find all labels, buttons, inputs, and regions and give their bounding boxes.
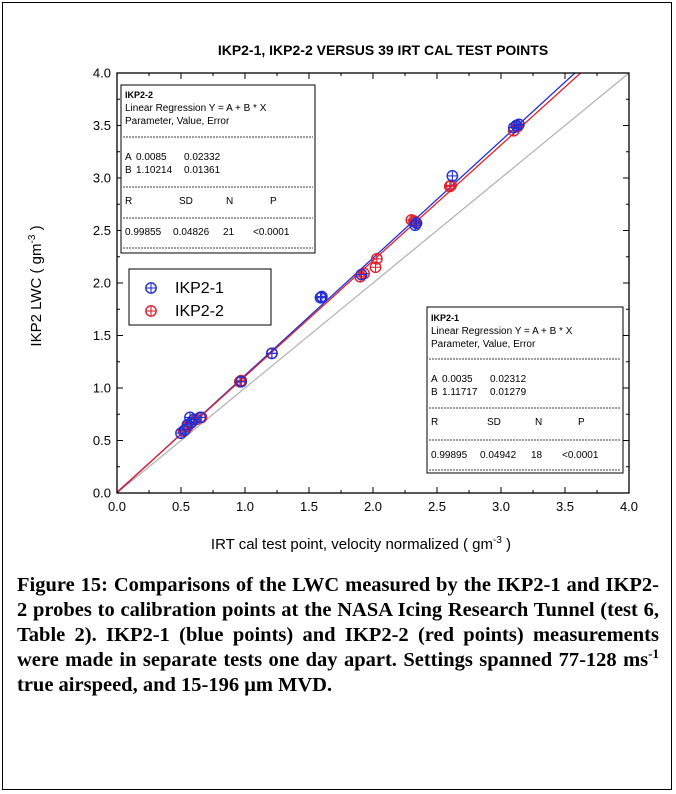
- data-point-ikp2-1: [355, 268, 368, 281]
- x-tick-label: 3.5: [556, 499, 574, 514]
- stat-box-title: IKP2-2: [125, 90, 153, 100]
- y-tick-label: 1.0: [93, 381, 111, 396]
- stat-value-a: 0.0085: [136, 152, 167, 163]
- data-point-ikp2-2: [370, 252, 383, 265]
- data-point-ikp2-2: [445, 179, 457, 192]
- x-tick-label: 1.0: [236, 499, 254, 514]
- y-tick-label: 2.0: [93, 276, 111, 291]
- caption-superscript: -1: [648, 646, 659, 662]
- data-point-ikp2-1: [194, 411, 207, 424]
- chart-title: IKP2-1, IKP2-2 VERSUS 39 IRT CAL TEST PO…: [218, 42, 548, 58]
- stat-value-sd: 0.04826: [173, 227, 210, 238]
- legend-label-ikp2-1: IKP2-1: [175, 280, 224, 297]
- stat-error-a: 0.02332: [184, 152, 221, 163]
- stat-error-b: 0.01279: [490, 387, 527, 398]
- stat-box-line2: Parameter, Value, Error: [431, 339, 536, 350]
- stat-error-b: 0.01361: [184, 165, 221, 176]
- data-point-ikp2-1: [235, 375, 248, 388]
- y-tick-label: 3.0: [93, 171, 111, 186]
- stat-header-p: P: [578, 417, 585, 428]
- chart: IKP2-1, IKP2-2 VERSUS 39 IRT CAL TEST PO…: [27, 42, 638, 553]
- legend: IKP2-1 IKP2-2: [128, 268, 272, 326]
- stat-header-sd: SD: [487, 417, 501, 428]
- legend-marker: [145, 282, 157, 294]
- stat-value-b: 1.10214: [136, 165, 173, 176]
- stat-value-a: 0.0035: [442, 374, 473, 385]
- stat-header-r: R: [125, 196, 132, 207]
- y-tick-label: 0.0: [93, 486, 111, 501]
- stat-value-n: 21: [223, 227, 235, 238]
- stat-value-n: 18: [531, 450, 543, 461]
- stat-value-sd: 0.04942: [480, 450, 517, 461]
- legend-marker-ikp2-2: [145, 305, 157, 317]
- data-point-ikp2-1: [265, 347, 278, 360]
- legend-label-ikp2-2: IKP2-2: [175, 303, 224, 320]
- stat-param-b: B: [431, 387, 438, 398]
- stat-box-line2: Parameter, Value, Error: [125, 116, 230, 127]
- stat-error-a: 0.02312: [490, 374, 527, 385]
- stat-param-b: B: [125, 165, 132, 176]
- data-point-ikp2-1: [185, 416, 198, 429]
- legend-marker-ikp2-1: [145, 282, 157, 294]
- figure-caption: Figure 15: Comparisons of the LWC measur…: [17, 573, 659, 698]
- x-tick-label: 1.5: [300, 499, 318, 514]
- stat-box-line1: Linear Regression Y = A + B * X: [431, 326, 573, 337]
- x-tick-label: 0.5: [172, 499, 190, 514]
- stat-param-a: A: [125, 152, 132, 163]
- y-tick-label: 3.5: [93, 118, 111, 133]
- x-axis-label: IRT cal test point, velocity normalized …: [211, 535, 511, 553]
- stat-header-sd: SD: [179, 196, 193, 207]
- data-point-ikp2-1: [178, 424, 191, 436]
- stat-box-ikp2-2: IKP2-2 Linear Regression Y = A + B * X P…: [120, 84, 316, 254]
- caption-text: Figure 15: Comparisons of the LWC measur…: [17, 574, 659, 671]
- stat-param-a: A: [431, 374, 438, 385]
- x-tick-label: 2.5: [428, 499, 446, 514]
- stat-value-p: <0.0001: [562, 450, 599, 461]
- stat-header-r: R: [431, 417, 438, 428]
- stat-value-r: 0.99855: [125, 227, 162, 238]
- caption-text-end: true airspeed, and 15-196 μm MVD.: [17, 674, 333, 696]
- stat-header-n: N: [226, 196, 233, 207]
- stat-box-line1: Linear Regression Y = A + B * X: [125, 103, 267, 114]
- stat-value-p: <0.0001: [253, 227, 290, 238]
- x-tick-label: 0.0: [108, 499, 126, 514]
- data-point-ikp2-1: [513, 118, 525, 131]
- y-tick-label: 4.0: [93, 66, 111, 81]
- stat-value-r: 0.99895: [431, 450, 468, 461]
- x-tick-label: 3.0: [492, 499, 510, 514]
- stat-box-title: IKP2-1: [431, 313, 459, 323]
- stat-header-p: P: [270, 196, 277, 207]
- y-axis-label: IKP2 LWC ( gm-3 ): [27, 225, 45, 346]
- y-tick-label: 1.5: [93, 328, 111, 343]
- x-tick-label: 2.0: [364, 499, 382, 514]
- data-point-ikp2-1: [410, 217, 423, 230]
- x-tick-label: 4.0: [620, 499, 638, 514]
- data-point-ikp2-1: [315, 290, 328, 303]
- stat-header-n: N: [535, 417, 542, 428]
- y-tick-label: 2.5: [93, 223, 111, 238]
- y-tick-label: 0.5: [93, 433, 111, 448]
- stat-box-ikp2-1: IKP2-1 Linear Regression Y = A + B * X P…: [426, 306, 624, 474]
- data-point-ikp2-1: [446, 169, 459, 182]
- legend-marker: [145, 305, 157, 317]
- stat-value-b: 1.11717: [442, 387, 478, 398]
